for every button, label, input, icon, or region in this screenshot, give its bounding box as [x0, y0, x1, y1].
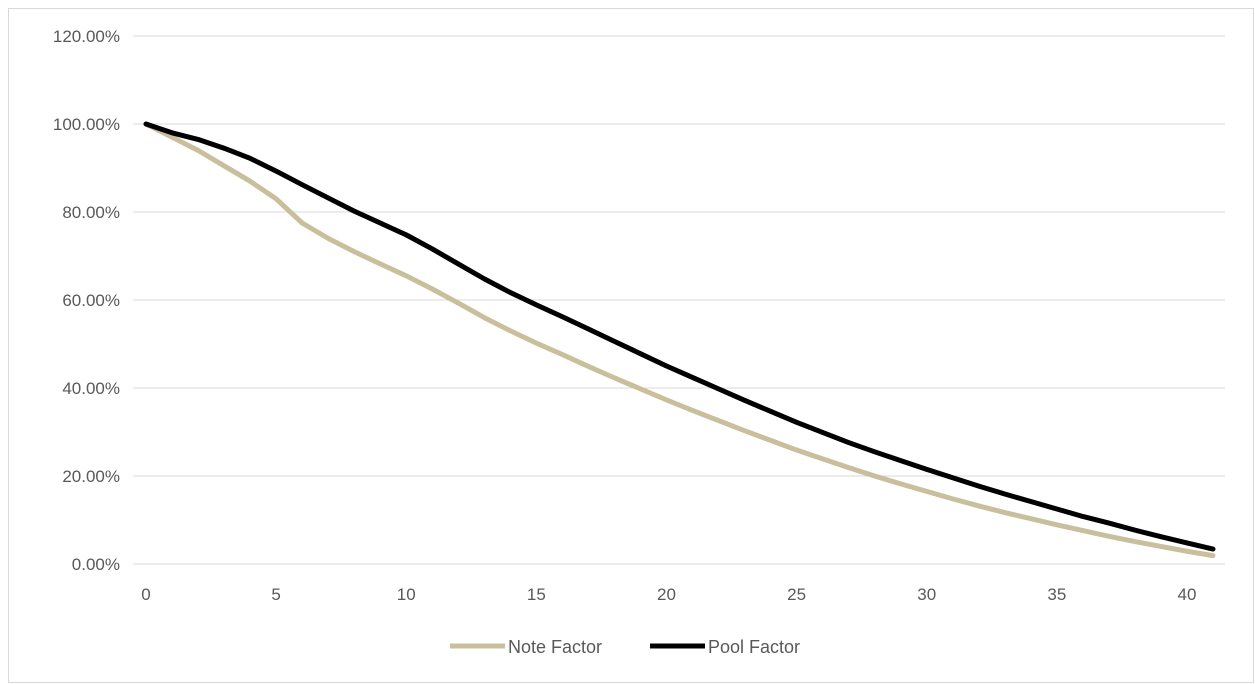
y-tick-label: 20.00% [62, 467, 120, 486]
series-lines [143, 121, 1216, 559]
x-tick-label: 20 [657, 585, 676, 604]
legend-label: Note Factor [508, 637, 602, 657]
y-tick-label: 100.00% [53, 115, 120, 134]
x-tick-label: 40 [1178, 585, 1197, 604]
chart-frame [8, 8, 1254, 683]
x-tick-label: 5 [271, 585, 280, 604]
y-axis-tick-labels: 0.00% 20.00% 40.00% 60.00% 80.00% 100.00% 120.… [53, 27, 120, 574]
y-tick-label: 60.00% [62, 291, 120, 310]
x-tick-label: 25 [787, 585, 806, 604]
x-axis-tick-labels: 0 5 10 15 20 25 30 35 40 [141, 585, 1196, 604]
legend-label: Pool Factor [708, 637, 800, 657]
gridlines [133, 35, 1225, 565]
x-tick-label: 15 [527, 585, 546, 604]
series-line-pool-factor [143, 121, 1216, 552]
y-tick-label: 80.00% [62, 203, 120, 222]
x-tick-label: 35 [1047, 585, 1066, 604]
x-tick-label: 10 [397, 585, 416, 604]
y-tick-label: 120.00% [53, 27, 120, 46]
x-tick-label: 0 [141, 585, 150, 604]
y-tick-label: 0.00% [72, 555, 120, 574]
x-tick-label: 30 [917, 585, 936, 604]
series-line-note-factor [143, 121, 1216, 559]
y-tick-label: 40.00% [62, 379, 120, 398]
legend: Note Factor Pool Factor [450, 637, 800, 657]
